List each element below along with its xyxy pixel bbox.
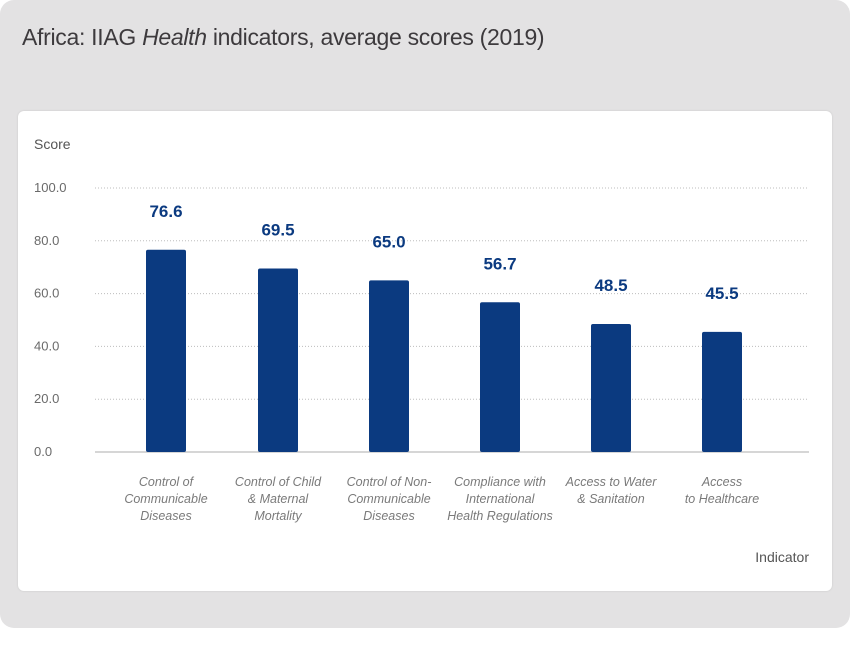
y-tick-label: 0.0 bbox=[34, 444, 52, 459]
x-tick-label-line: to Healthcare bbox=[685, 492, 759, 506]
x-tick-label-line: Access to Water bbox=[565, 475, 658, 489]
x-tick-label-line: Access bbox=[701, 475, 742, 489]
x-tick-label: Access to Healthcare bbox=[685, 475, 759, 506]
value-label: 56.7 bbox=[483, 254, 516, 273]
value-label: 45.5 bbox=[705, 284, 738, 303]
x-tick-label-line: & Sanitation bbox=[577, 492, 644, 506]
x-tick-label-line: Control of Child bbox=[235, 475, 322, 489]
y-tick-label: 60.0 bbox=[34, 286, 59, 301]
value-label: 76.6 bbox=[149, 202, 182, 221]
x-tick-label-line: Diseases bbox=[363, 509, 414, 523]
bar bbox=[702, 331, 742, 452]
value-label: 69.5 bbox=[261, 221, 294, 240]
x-tick-label-line: Health Regulations bbox=[447, 509, 553, 523]
x-axis-label: Indicator bbox=[755, 549, 809, 565]
x-tick-label-line: Diseases bbox=[140, 509, 191, 523]
x-tick-label: Control of Non- Communicable Diseases bbox=[347, 475, 432, 523]
title-suffix: indicators, average scores (2019) bbox=[206, 24, 545, 50]
x-tick-label-line: Control of bbox=[139, 475, 195, 489]
y-axis-label: Score bbox=[34, 136, 71, 152]
x-tick-label-line: & Maternal bbox=[248, 492, 310, 506]
x-tick-label: Access to Water & Sanitation bbox=[565, 475, 658, 506]
bar bbox=[591, 323, 631, 452]
x-tick-label-line: Mortality bbox=[254, 509, 302, 523]
value-label: 65.0 bbox=[372, 232, 405, 251]
value-label: 48.5 bbox=[594, 276, 627, 295]
y-tick-label: 80.0 bbox=[34, 233, 59, 248]
x-tick-label-line: International bbox=[466, 492, 536, 506]
title-italic: Health bbox=[142, 24, 207, 50]
bar bbox=[369, 280, 409, 452]
bar bbox=[258, 268, 298, 452]
x-tick-label-line: Communicable bbox=[347, 492, 430, 506]
y-tick-label: 40.0 bbox=[34, 338, 59, 353]
bar bbox=[146, 249, 186, 452]
x-tick-label-line: Communicable bbox=[124, 492, 207, 506]
x-tick-label-line: Control of Non- bbox=[347, 475, 432, 489]
x-tick-label-line: Compliance with bbox=[454, 475, 546, 489]
title-prefix: Africa: IIAG bbox=[22, 24, 143, 50]
x-tick-label: Control of Child & Maternal Mortality bbox=[235, 475, 322, 523]
x-tick-label: Control of Communicable Diseases bbox=[124, 475, 207, 523]
y-tick-label: 20.0 bbox=[34, 391, 59, 406]
bar bbox=[480, 302, 520, 452]
x-tick-label: Compliance with International Health Regul… bbox=[447, 475, 553, 523]
chart-title: Africa: IIAG Health indicators, average … bbox=[22, 24, 545, 51]
y-tick-label: 100.0 bbox=[34, 180, 67, 195]
